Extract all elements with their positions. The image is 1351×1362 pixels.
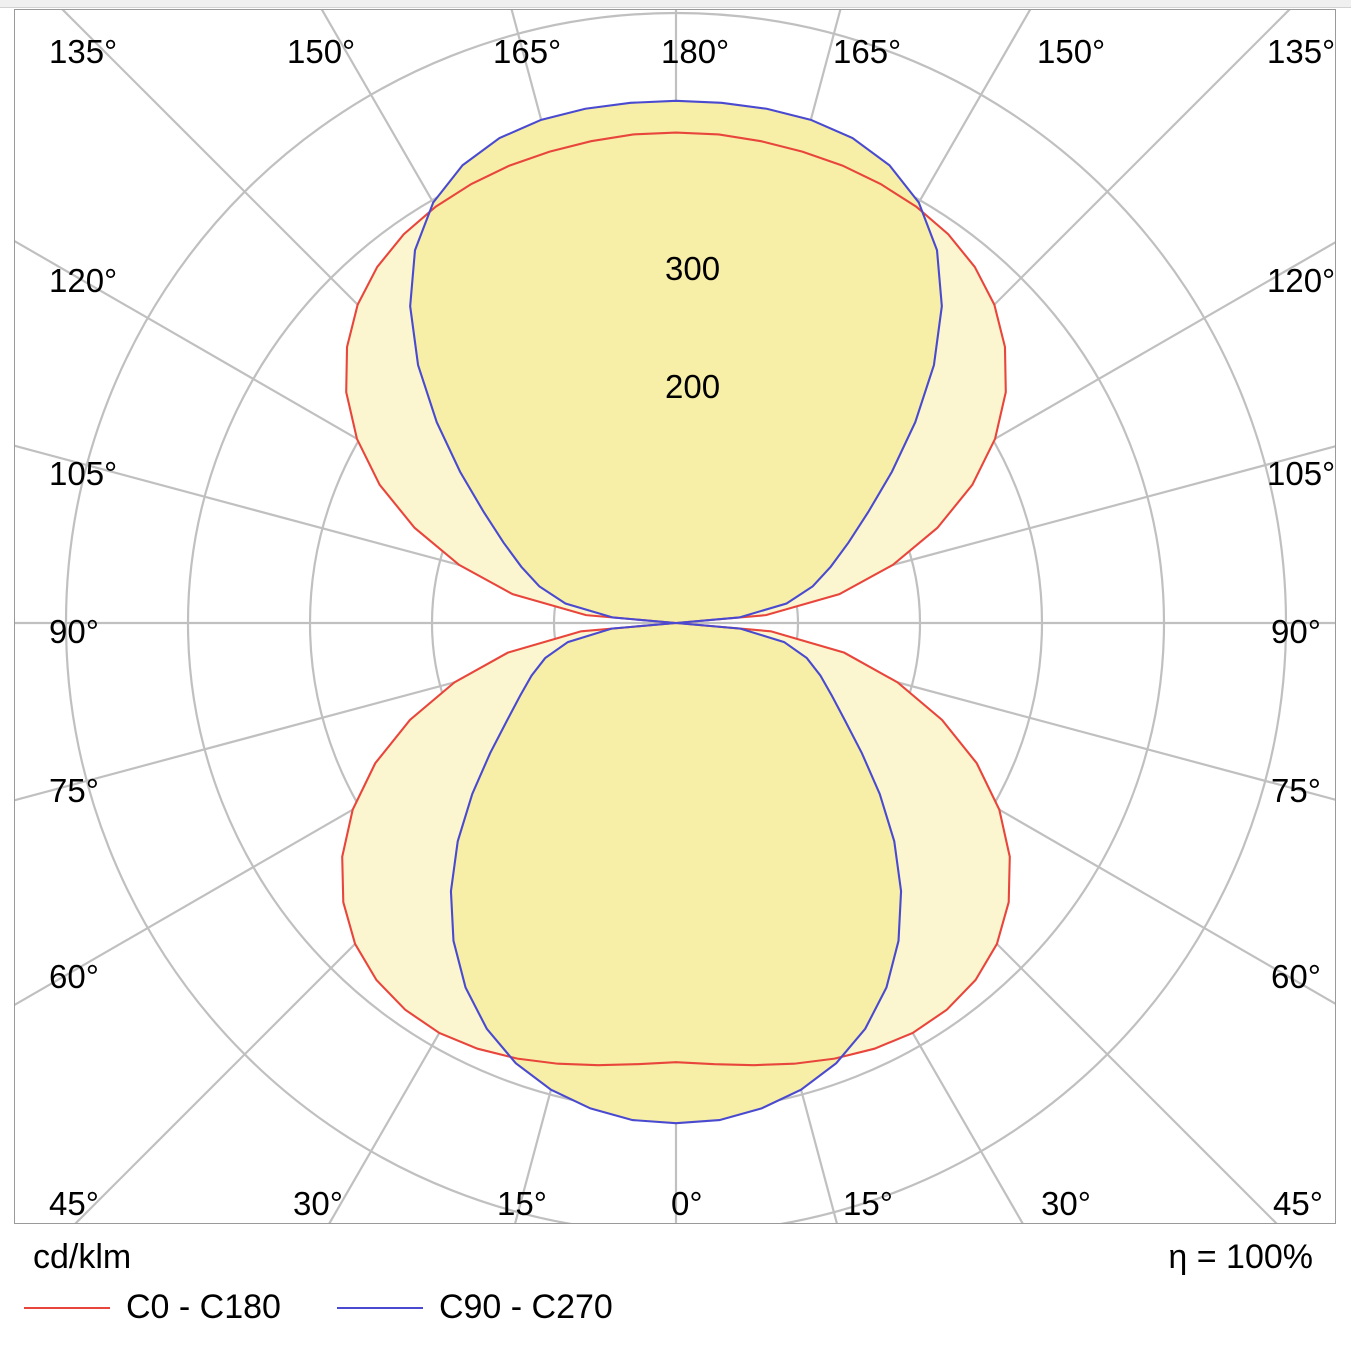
- angle-label-left-2: 90°: [49, 613, 99, 650]
- angle-label-bottom-6: 45°: [1273, 1185, 1323, 1222]
- distribution-curve-layer: [341, 99, 1011, 1125]
- polar-chart-svg: [15, 10, 1335, 1223]
- radial-value-label-200: 200: [665, 368, 721, 405]
- angle-label-bottom-4: 15°: [843, 1185, 893, 1222]
- angle-label-right-2: 90°: [1271, 613, 1321, 650]
- efficiency-label: η = 100%: [1168, 1238, 1313, 1276]
- angle-label-right-1: 105°: [1267, 455, 1336, 492]
- angle-label-top-1: 150°: [287, 33, 356, 70]
- angle-label-bottom-0: 45°: [49, 1185, 99, 1222]
- angle-label-bottom-5: 30°: [1041, 1185, 1091, 1222]
- angle-label-left-3: 75°: [49, 772, 99, 809]
- legend-entry-1[interactable]: C90 - C270: [336, 1288, 613, 1327]
- angle-label-right-4: 60°: [1271, 958, 1321, 995]
- angle-label-bottom-3: 0°: [671, 1185, 703, 1222]
- angle-label-left-0: 120°: [49, 262, 118, 299]
- window-top-strip: [0, 0, 1351, 8]
- chart-legend: C0 - C180 C90 - C270: [24, 1288, 669, 1327]
- legend-label-1: C90 - C270: [438, 1288, 613, 1326]
- angle-label-top-5: 150°: [1037, 33, 1106, 70]
- angle-label-top-6: 135°: [1267, 33, 1336, 70]
- angle-label-top-3: 180°: [661, 33, 730, 70]
- legend-line-swatch-0: [24, 1306, 110, 1309]
- angle-label-bottom-1: 30°: [293, 1185, 343, 1222]
- distribution-fill-layer: [342, 100, 1010, 1124]
- radial-value-label-300: 300: [665, 250, 721, 287]
- angle-label-right-0: 120°: [1267, 262, 1336, 299]
- angle-label-right-3: 75°: [1271, 772, 1321, 809]
- angle-label-top-2: 165°: [493, 33, 562, 70]
- legend-label-0: C0 - C180: [126, 1288, 281, 1326]
- legend-line-swatch-1: [336, 1306, 423, 1309]
- angle-label-bottom-2: 15°: [497, 1185, 547, 1222]
- polar-plot-frame: 135° 150° 165° 180° 165° 150° 135° 120° 105° 90° 7…: [14, 9, 1336, 1224]
- angle-label-left-4: 60°: [49, 958, 99, 995]
- angle-label-top-0: 135°: [49, 33, 118, 70]
- angle-label-left-1: 105°: [49, 455, 118, 492]
- chart-footer: cd/klm η = 100% C0 - C180 C90 - C270: [0, 1232, 1351, 1362]
- legend-entry-0[interactable]: C0 - C180: [24, 1288, 281, 1327]
- unit-label: cd/klm: [33, 1238, 132, 1276]
- angle-label-top-4: 165°: [833, 33, 902, 70]
